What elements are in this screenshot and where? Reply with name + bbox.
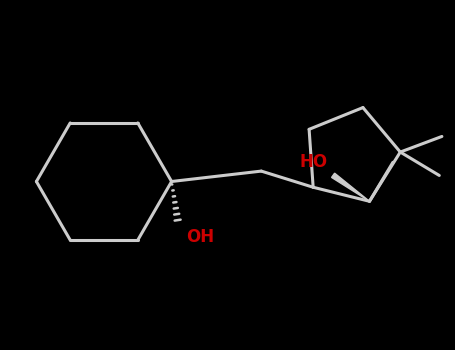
- Polygon shape: [332, 173, 369, 201]
- Text: HO: HO: [300, 153, 328, 172]
- Text: OH: OH: [186, 228, 214, 246]
